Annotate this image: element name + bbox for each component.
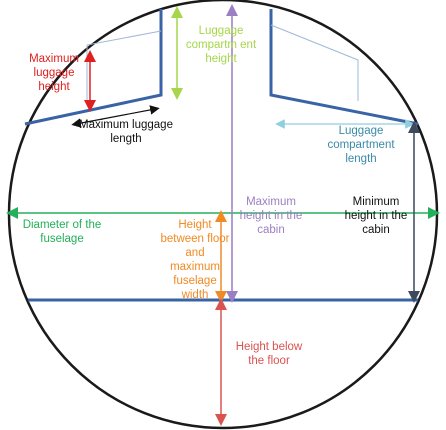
label-max-cabin-height: Maximum height in the cabin (239, 196, 303, 236)
label-max-luggage-height: Maximum luggage height (29, 53, 79, 93)
right-compartment-guide (270, 24, 359, 101)
label-luggage-compartment-length: Luggage compartment length (327, 125, 395, 165)
right-luggage-compartment (269, 9, 419, 126)
max-luggage-length-arrow (71, 105, 160, 128)
label-below-floor: Height below the floor (235, 341, 303, 367)
label-diameter: Diameter of the fuselage (22, 219, 102, 245)
label-floor-to-max-width: Height between floor and maximum fuselag… (160, 219, 230, 301)
label-max-luggage-length: Maximum luggage length (79, 119, 173, 145)
label-luggage-compartment-height: Luggage compartm ent height (185, 25, 257, 65)
left-luggage-compartment (24, 9, 163, 126)
left-compartment-guide (86, 30, 162, 105)
label-min-cabin-height: Minimum height in the cabin (344, 196, 408, 236)
